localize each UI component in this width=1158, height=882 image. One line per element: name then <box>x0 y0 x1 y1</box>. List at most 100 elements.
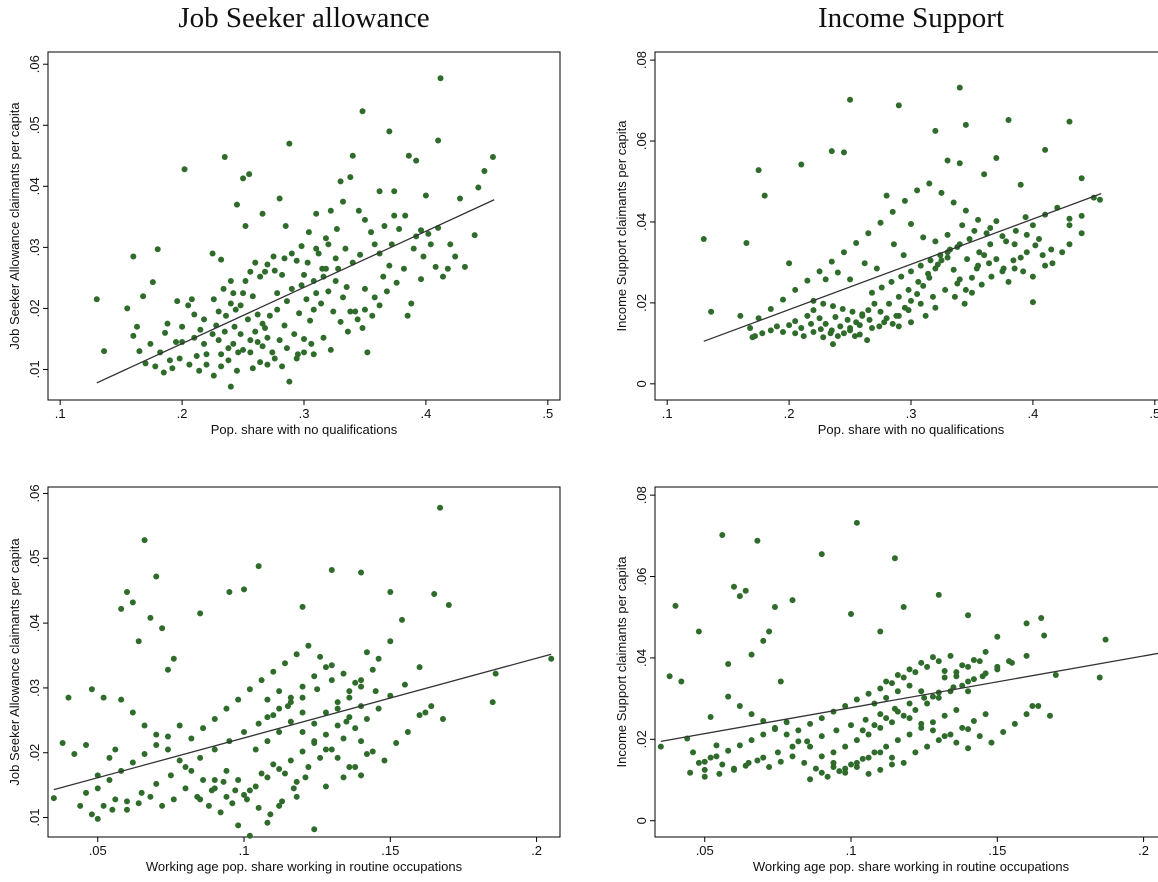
scatter-point <box>220 285 227 292</box>
scatter-point <box>859 755 866 762</box>
scatter-point <box>93 296 100 303</box>
scatter-point <box>232 787 239 794</box>
scatter-point <box>848 722 855 729</box>
scatter-point <box>906 715 913 722</box>
scatter-point <box>848 610 855 617</box>
scatter-point <box>227 300 234 307</box>
scatter-point <box>276 337 283 344</box>
scatter-point <box>938 257 945 264</box>
scatter-point <box>883 715 890 722</box>
scatter-point <box>894 688 901 695</box>
chart-svg: .05 .1 .15 .2 0 .02 .04 .06 .08 Working age pop. … <box>614 486 1158 874</box>
y-tick-label: .03 <box>27 238 42 256</box>
scatter-point <box>380 273 387 280</box>
scatter-point <box>220 778 227 785</box>
scatter-point <box>124 305 131 312</box>
scatter-point <box>956 84 963 91</box>
scatter-point <box>1011 265 1018 272</box>
scatter-point <box>279 798 286 805</box>
scatter-point <box>249 293 256 300</box>
scatter-point <box>447 241 454 248</box>
scatter-point <box>197 610 204 617</box>
scatter-point <box>88 811 95 818</box>
scatter-point <box>129 759 136 766</box>
scatter-point <box>912 707 919 714</box>
scatter-point <box>817 326 824 333</box>
scatter-point <box>877 308 884 315</box>
scatter-point <box>932 304 939 311</box>
scatter-point <box>929 654 936 661</box>
scatter-point <box>252 328 259 335</box>
scatter-point <box>942 286 949 293</box>
scatter-point <box>246 787 253 794</box>
scatter-point <box>1023 620 1030 627</box>
scatter-point <box>363 751 370 758</box>
scatter-point <box>287 718 294 725</box>
scatter-point <box>302 774 309 781</box>
scatter-point <box>271 355 278 362</box>
scatter-point <box>227 277 234 284</box>
x-tick-label: .5 <box>1149 406 1158 421</box>
scatter-point <box>962 286 969 293</box>
scatter-point <box>225 357 232 364</box>
scatter-point <box>818 769 825 776</box>
scatter-point <box>748 711 755 718</box>
scatter-point <box>736 702 743 709</box>
scatter-point <box>181 166 188 173</box>
scatter-point <box>396 226 403 233</box>
scatter-point <box>856 322 863 329</box>
scatter-point <box>252 783 259 790</box>
scatter-point <box>783 719 790 726</box>
scatter-point <box>337 178 344 185</box>
scatter-point <box>834 269 841 276</box>
scatter-point <box>921 694 928 701</box>
scatter-point <box>895 323 902 330</box>
scatter-point <box>783 731 790 738</box>
scatter-point <box>871 722 878 729</box>
scatter-point <box>774 749 781 756</box>
scatter-point <box>987 241 994 248</box>
scatter-point <box>264 361 271 368</box>
scatter-point <box>147 614 154 621</box>
scatter-point <box>944 157 951 164</box>
scatter-point <box>1011 241 1018 248</box>
scatter-point <box>1035 702 1042 709</box>
scatter-point <box>701 766 708 773</box>
scatter-point <box>800 333 807 340</box>
scatter-point <box>413 157 420 164</box>
scatter-point <box>926 180 933 187</box>
scatter-point <box>965 688 972 695</box>
scatter-point <box>266 312 273 319</box>
scatter-point <box>301 335 307 342</box>
scatter-point <box>164 320 171 327</box>
scatter-point <box>357 251 364 258</box>
scatter-point <box>859 727 866 734</box>
scatter-point <box>118 696 125 703</box>
scatter-point <box>281 322 288 329</box>
scatter-point <box>888 719 895 726</box>
scatter-point <box>153 573 160 580</box>
scatter-point <box>416 712 423 719</box>
scatter-point <box>929 293 936 300</box>
scatter-point <box>792 330 799 337</box>
scatter-point <box>760 637 767 644</box>
scatter-point <box>255 563 262 570</box>
scatter-point <box>258 770 265 777</box>
scatter-point <box>427 241 434 248</box>
scatter-point <box>305 642 312 649</box>
x-axis-title: Working age pop. share working in routin… <box>146 859 463 874</box>
scatter-point <box>136 348 143 355</box>
scatter-point <box>983 230 990 237</box>
scatter-point <box>761 192 768 199</box>
x-tick-label: .15 <box>988 843 1006 858</box>
scatter-point <box>369 312 376 319</box>
scatter-point <box>918 720 925 727</box>
x-tick-label: .1 <box>662 406 673 421</box>
scatter-point <box>393 740 400 747</box>
scatter-point <box>956 160 963 167</box>
scatter-point <box>1017 254 1024 261</box>
scatter-point <box>242 223 249 229</box>
scatter-point <box>106 754 113 761</box>
scatter-point <box>235 776 242 783</box>
scatter-point <box>211 716 218 723</box>
